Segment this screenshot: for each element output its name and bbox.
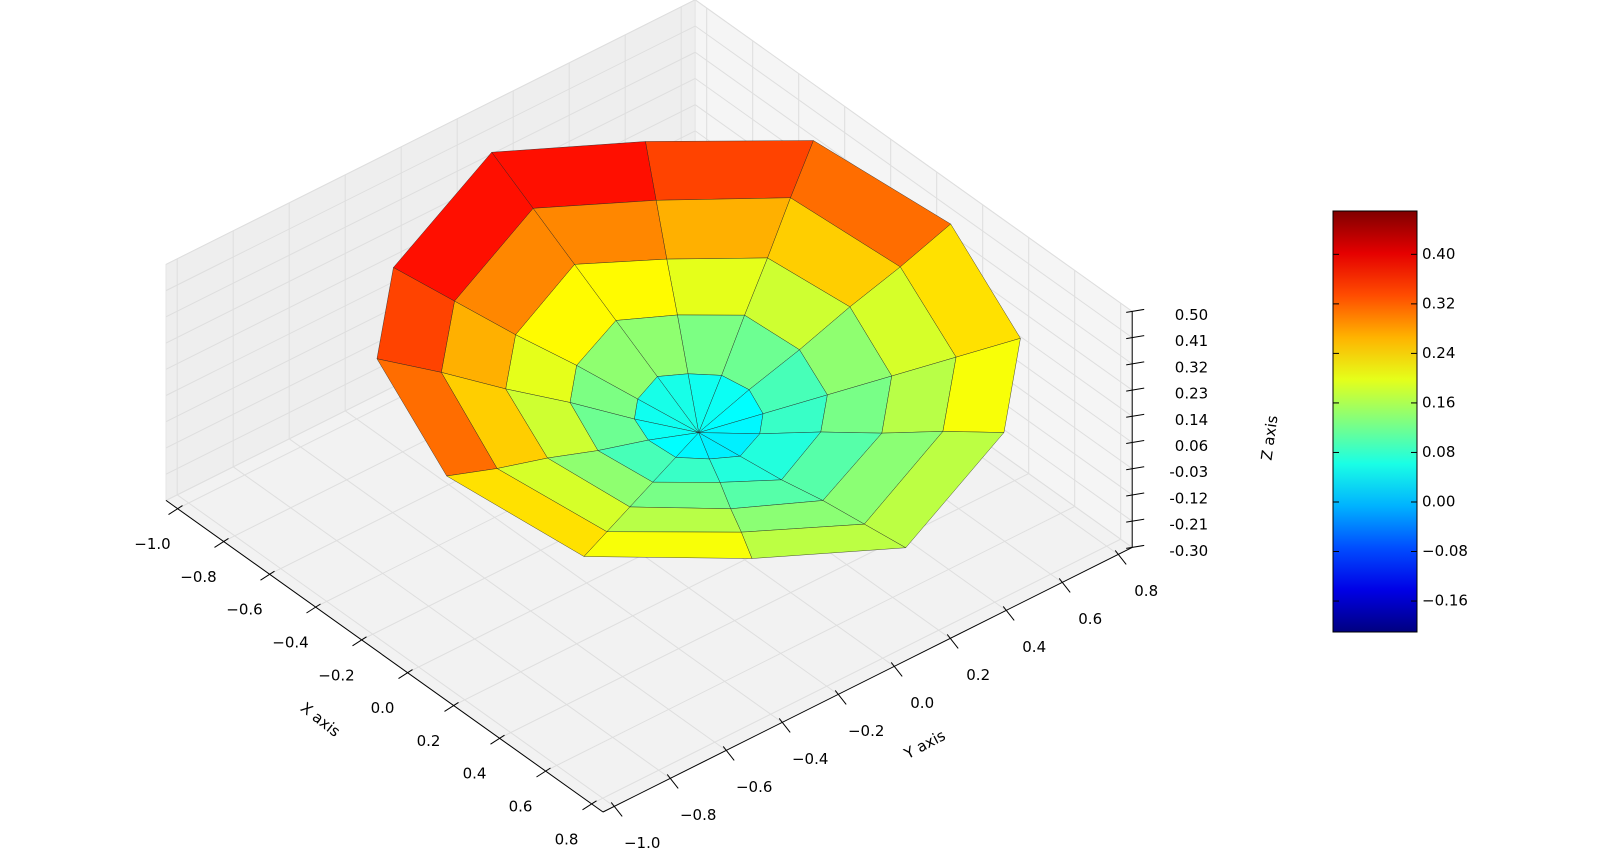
y-tick-label: −0.6	[736, 778, 772, 796]
grid-line	[344, 410, 783, 723]
z-tick	[1126, 308, 1145, 313]
colorbar-tick-label: 0.08	[1422, 443, 1455, 461]
x-tick-label: 0.4	[463, 765, 487, 783]
y-tick	[722, 746, 735, 761]
x-tick	[582, 800, 597, 811]
y-tick	[834, 690, 847, 705]
x-tick-label: 0.2	[417, 732, 441, 750]
y-tick-label: 0.4	[1022, 638, 1046, 656]
surface-patch	[583, 531, 753, 559]
y-tick-label: −0.2	[848, 722, 884, 740]
grid-line	[232, 466, 671, 779]
colorbar-tick-label: 0.16	[1422, 393, 1455, 411]
y-tick-label: 0.2	[966, 666, 990, 684]
z-tick	[1126, 492, 1145, 497]
grid-line	[591, 538, 1121, 805]
colorbar-tick-label: 0.32	[1422, 294, 1455, 312]
z-tick	[1126, 413, 1145, 418]
axes: −1.0−0.8−0.6−0.4−0.20.00.20.40.60.8 −1.0−…	[134, 306, 1208, 852]
y-tick-label: −0.8	[680, 806, 716, 824]
y-tick	[1058, 578, 1071, 593]
colorbar-tick-label: 0.24	[1422, 344, 1455, 362]
x-tick-label: 0.0	[371, 699, 395, 717]
grid-line	[694, 25, 1133, 339]
colorbar-tick-label: 0.40	[1422, 245, 1455, 263]
y-tick-label: −0.4	[792, 750, 828, 768]
y-tick-label: 0.8	[1134, 582, 1158, 600]
y-tick	[778, 718, 791, 733]
grid-line	[176, 494, 615, 807]
z-tick-label: 0.32	[1175, 358, 1208, 376]
z-tick	[1126, 466, 1145, 471]
x-tick	[260, 570, 275, 581]
x-tick	[536, 767, 551, 778]
z-axis-label: Z axis	[1257, 414, 1281, 461]
y-tick	[946, 634, 959, 649]
colorbar-gradient	[1332, 210, 1418, 633]
y-axis-label: Y axis	[900, 726, 948, 763]
x-tick-label: −0.8	[180, 568, 216, 586]
x-tick	[168, 505, 183, 516]
grid-line	[165, 0, 696, 265]
x-axis-label: X axis	[297, 699, 344, 741]
grid-line	[165, 25, 696, 292]
y-axis-line	[602, 546, 1133, 813]
y-tick-label: 0.0	[910, 694, 934, 712]
z-tick-label: 0.06	[1175, 437, 1208, 455]
y-tick	[890, 662, 903, 677]
z-tick	[1126, 387, 1145, 392]
z-tick	[1126, 335, 1145, 340]
z-tick	[1126, 361, 1145, 366]
x-tick	[398, 669, 413, 680]
y-tick	[610, 802, 623, 817]
z-tick	[1126, 544, 1145, 549]
z-tick-label: -0.30	[1169, 542, 1208, 560]
grid-line	[694, 0, 1133, 312]
z-tick-label: 0.23	[1175, 385, 1208, 403]
grid-line	[499, 473, 1029, 739]
x-tick	[306, 603, 321, 614]
grid-line	[545, 505, 1075, 772]
x-tick	[490, 734, 505, 745]
surface-patch	[606, 506, 742, 533]
y-tick-label: 0.6	[1078, 610, 1102, 628]
z-tick-label: -0.12	[1169, 489, 1208, 507]
x-tick-label: −0.4	[272, 634, 308, 652]
surface	[376, 140, 1021, 559]
x-tick	[444, 701, 459, 712]
x-tick-label: −0.2	[318, 666, 354, 684]
grid-line	[288, 438, 727, 751]
grid-line	[165, 51, 696, 318]
colorbar: −0.16 −0.08 0.00 0.08 0.16 0.24 0.32 0.40	[1332, 210, 1468, 633]
z-tick	[1126, 518, 1145, 523]
colorbar-tick-label: 0.00	[1422, 492, 1455, 510]
z-tick-label: 0.50	[1175, 306, 1208, 324]
surface-patch	[655, 197, 791, 260]
z-tick	[1126, 440, 1145, 444]
x-tick	[214, 537, 229, 548]
z-tick-label: -0.21	[1169, 516, 1208, 534]
x-tick-label: −1.0	[134, 535, 170, 553]
x-tick-label: −0.6	[226, 601, 262, 619]
colorbar-tick-label: −0.16	[1422, 592, 1468, 610]
x-tick-label: 0.8	[555, 830, 579, 848]
y-tick	[1114, 550, 1127, 565]
x-tick-label: 0.6	[509, 798, 533, 816]
colorbar-tick-label: −0.08	[1422, 542, 1468, 560]
x-axis-line	[165, 499, 604, 813]
z-tick-label: 0.41	[1175, 332, 1208, 350]
z-tick-label: -0.03	[1169, 463, 1208, 481]
y-tick-label: −1.0	[624, 834, 660, 852]
z-tick-label: 0.14	[1175, 411, 1208, 429]
grid-line	[165, 78, 696, 344]
y-tick	[1002, 606, 1015, 621]
surface-patch	[645, 140, 814, 201]
x-tick	[352, 636, 367, 647]
y-tick	[666, 774, 679, 789]
